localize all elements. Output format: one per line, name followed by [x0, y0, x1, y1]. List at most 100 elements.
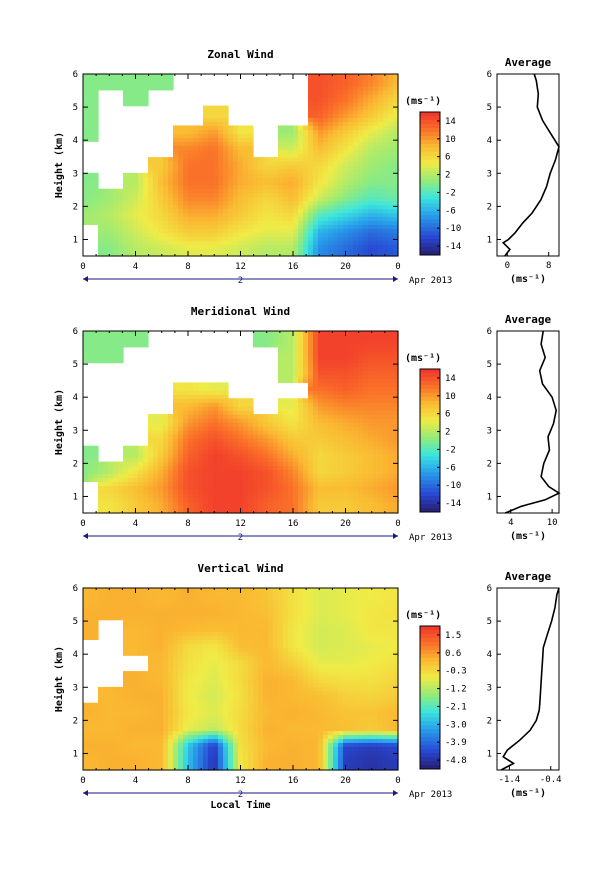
heatmap-cell	[173, 382, 179, 387]
heatmap-cell	[113, 742, 119, 747]
heatmap-cell	[238, 481, 244, 486]
x-tick-label: 16	[288, 262, 299, 272]
heatmap-cell	[293, 346, 299, 352]
heatmap-cell	[388, 236, 394, 241]
heatmap-cell	[263, 445, 269, 451]
heatmap-cell	[93, 74, 99, 79]
heatmap-cell	[263, 216, 269, 221]
heatmap-cell	[183, 220, 189, 225]
heatmap-cell	[383, 362, 389, 368]
heatmap-cell	[153, 429, 159, 435]
heatmap-cell	[348, 240, 354, 245]
heatmap-cell	[83, 607, 89, 613]
heatmap-cell	[378, 382, 384, 387]
colorbar-band	[420, 183, 440, 188]
heatmap-cell	[338, 204, 344, 210]
heatmap-cell	[213, 208, 219, 214]
heatmap-cell	[258, 338, 264, 344]
heatmap-cell	[273, 425, 279, 431]
colorbar-band	[420, 508, 440, 513]
heatmap-cell	[88, 212, 94, 218]
heatmap-cell	[313, 453, 319, 459]
colorbar-band	[420, 207, 440, 212]
heatmap-cell	[283, 398, 289, 403]
heatmap-cell	[323, 414, 329, 419]
heatmap-cell	[278, 477, 284, 482]
heatmap-cell	[268, 188, 274, 194]
heatmap-cell	[303, 418, 309, 423]
heatmap-cell	[228, 212, 234, 218]
colorbar-band	[420, 199, 440, 204]
heatmap-cell	[318, 331, 324, 336]
heatmap-cell	[393, 240, 399, 245]
heatmap-cell	[223, 125, 229, 130]
heatmap-cell	[393, 331, 399, 336]
heatmap-cell	[133, 216, 139, 221]
heatmap-cell	[123, 240, 129, 245]
heatmap-cell	[328, 374, 334, 380]
heatmap-cell	[343, 161, 349, 166]
heatmap-cell	[83, 81, 89, 87]
heatmap-cell	[133, 690, 139, 696]
heatmap-cell	[88, 588, 94, 593]
heatmap-cell	[363, 208, 369, 214]
heatmap-cell	[103, 244, 109, 249]
heatmap-cell	[328, 161, 334, 166]
colorbar-band	[420, 436, 440, 441]
heatmap-cell	[313, 505, 319, 510]
heatmap-cell	[323, 382, 329, 387]
heatmap-cell	[233, 453, 239, 459]
heatmap-cell	[128, 204, 134, 210]
heatmap-cell	[338, 93, 344, 99]
heatmap-cell	[178, 212, 184, 218]
heatmap-cell	[298, 398, 304, 403]
heatmap-cell	[388, 449, 394, 455]
heatmap-cell	[373, 485, 379, 490]
heatmap-cell	[193, 497, 199, 502]
heatmap-cell	[328, 497, 334, 502]
heatmap-cell	[113, 212, 119, 218]
heatmap-cell	[313, 77, 319, 83]
heatmap-cell	[298, 445, 304, 451]
heatmap-cell	[88, 469, 94, 475]
heatmap-cell	[388, 157, 394, 162]
heatmap-cell	[368, 168, 374, 174]
heatmap-cell	[278, 497, 284, 502]
heatmap-cell	[368, 481, 374, 486]
heatmap-cell	[173, 157, 179, 162]
heatmap-cell	[93, 180, 99, 186]
heatmap-cell	[278, 429, 284, 435]
heatmap-cell	[188, 157, 194, 162]
heatmap-cell	[263, 441, 269, 447]
heatmap-cell	[83, 216, 89, 221]
heatmap-cell	[103, 607, 109, 613]
heatmap-cell	[358, 457, 364, 463]
heatmap-cell	[328, 422, 334, 427]
heatmap-cell	[378, 180, 384, 186]
heatmap-cell	[168, 461, 174, 467]
heatmap-cell	[293, 410, 299, 415]
heatmap-cell	[203, 437, 209, 443]
heatmap-cell	[248, 165, 254, 170]
heatmap-cell	[213, 180, 219, 186]
heatmap-cell	[373, 236, 379, 241]
heatmap-cell	[343, 216, 349, 221]
heatmap-cell	[228, 509, 234, 514]
heatmap-cell	[283, 358, 289, 364]
heatmap-cell	[338, 224, 344, 229]
heatmap-cell	[188, 493, 194, 498]
heatmap-cell	[373, 390, 379, 395]
heatmap-cell	[118, 248, 124, 253]
heatmap-cell	[223, 414, 229, 419]
heatmap-cell	[333, 378, 339, 384]
colorbar-band	[420, 496, 440, 501]
heatmap-cell	[388, 117, 394, 123]
heatmap-cell	[368, 505, 374, 510]
heatmap-cell	[143, 497, 149, 502]
heatmap-cell	[388, 77, 394, 83]
heatmap-cell	[183, 425, 189, 431]
heatmap-cell	[98, 354, 104, 360]
heatmap-cell	[278, 125, 284, 130]
heatmap-cell	[308, 346, 314, 352]
heatmap-cell	[388, 137, 394, 142]
